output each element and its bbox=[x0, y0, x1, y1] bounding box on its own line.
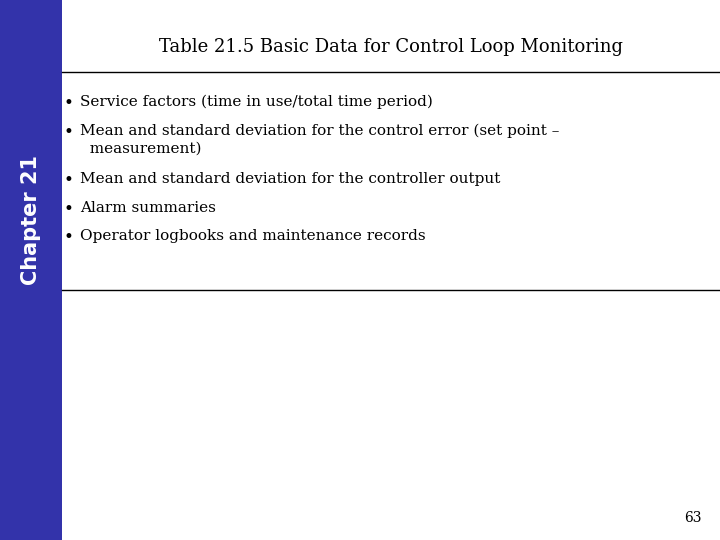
Text: •: • bbox=[63, 172, 73, 189]
Text: Service factors (time in use/total time period): Service factors (time in use/total time … bbox=[80, 95, 433, 110]
Text: •: • bbox=[63, 124, 73, 140]
Text: •: • bbox=[63, 229, 73, 246]
Text: Mean and standard deviation for the control error (set point –
  measurement): Mean and standard deviation for the cont… bbox=[80, 124, 559, 156]
Bar bbox=[0, 0, 62, 540]
Text: Chapter 21: Chapter 21 bbox=[21, 155, 41, 285]
Text: •: • bbox=[63, 200, 73, 218]
Text: 63: 63 bbox=[685, 511, 702, 525]
Text: Table 21.5 Basic Data for Control Loop Monitoring: Table 21.5 Basic Data for Control Loop M… bbox=[159, 38, 623, 56]
Text: •: • bbox=[63, 95, 73, 112]
Text: Mean and standard deviation for the controller output: Mean and standard deviation for the cont… bbox=[80, 172, 500, 186]
Text: Operator logbooks and maintenance records: Operator logbooks and maintenance record… bbox=[80, 229, 426, 243]
Text: Alarm summaries: Alarm summaries bbox=[80, 200, 216, 214]
